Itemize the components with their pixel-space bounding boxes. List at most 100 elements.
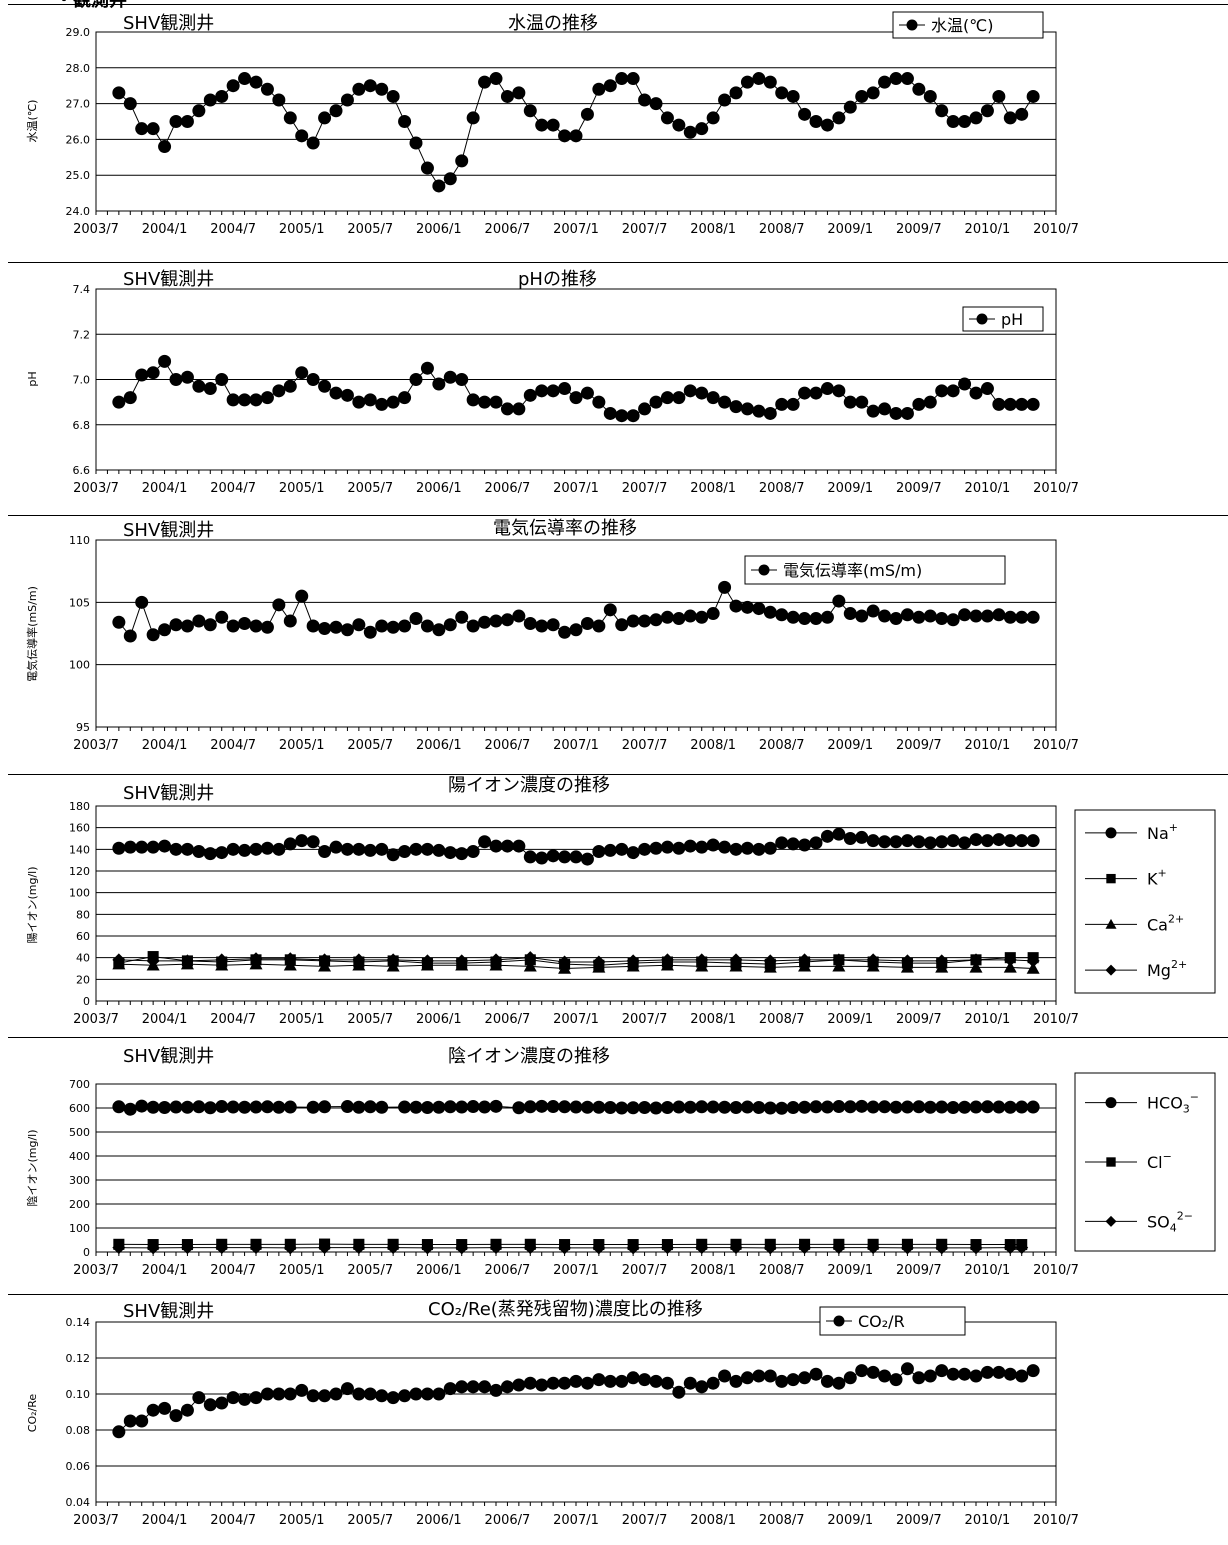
data-point <box>387 396 400 409</box>
data-point <box>455 1101 468 1114</box>
x-tick-label: 2008/7 <box>759 1513 805 1528</box>
data-point <box>901 407 914 420</box>
data-point <box>272 598 285 611</box>
data-point <box>592 396 605 409</box>
data-point <box>992 833 1005 846</box>
data-point <box>330 621 343 634</box>
data-point <box>1015 1101 1028 1114</box>
data-point <box>890 72 903 85</box>
data-point <box>547 849 560 862</box>
data-point <box>204 847 217 860</box>
data-point <box>261 391 274 404</box>
x-tick-label: 2009/7 <box>896 1012 942 1027</box>
data-point <box>547 1100 560 1113</box>
data-point <box>627 846 640 859</box>
data-point <box>844 832 857 845</box>
series-circle <box>112 1362 1039 1438</box>
data-point <box>581 1101 594 1114</box>
data-point <box>741 601 754 614</box>
data-point <box>901 1362 914 1375</box>
data-point <box>421 362 434 375</box>
data-point <box>787 1101 800 1114</box>
data-point <box>375 843 388 856</box>
data-point <box>798 1101 811 1114</box>
data-point <box>752 405 765 418</box>
x-tick-label: 2006/1 <box>416 1513 462 1528</box>
x-tick-label: 2006/1 <box>416 222 462 237</box>
data-point <box>421 1388 434 1401</box>
data-point <box>924 1370 937 1383</box>
data-point <box>410 843 423 856</box>
data-point <box>707 607 720 620</box>
data-point <box>421 1101 434 1114</box>
legend-marker <box>759 565 770 576</box>
data-point <box>570 129 583 142</box>
data-point <box>764 407 777 420</box>
data-point <box>570 1375 583 1388</box>
data-point <box>992 1366 1005 1379</box>
data-point <box>661 111 674 124</box>
data-point <box>467 1380 480 1393</box>
legend-marker <box>834 1316 845 1327</box>
data-point <box>684 610 697 623</box>
y-axis-label: CO₂/Re <box>26 1394 39 1433</box>
data-point <box>398 620 411 633</box>
data-point <box>112 86 125 99</box>
x-tick-label: 2003/7 <box>73 222 119 237</box>
x-tick-label: 2008/7 <box>759 222 805 237</box>
data-point <box>284 1101 297 1114</box>
y-tick-label: 0.04 <box>66 1496 91 1509</box>
data-point <box>627 1101 640 1114</box>
x-tick-label: 2010/7 <box>1033 481 1079 496</box>
data-point <box>695 122 708 135</box>
data-point <box>364 844 377 857</box>
x-tick-label: 2010/1 <box>965 1513 1011 1528</box>
x-tick-label: 2008/1 <box>690 1513 736 1528</box>
data-point <box>512 86 525 99</box>
legend-marker <box>1106 827 1117 838</box>
data-point <box>227 79 240 92</box>
data-point <box>364 1100 377 1113</box>
data-point <box>490 72 503 85</box>
data-point <box>890 1101 903 1114</box>
data-point <box>284 380 297 393</box>
data-point <box>341 1100 354 1113</box>
data-point <box>238 1101 251 1114</box>
data-point <box>958 1101 971 1114</box>
data-point <box>307 1389 320 1402</box>
data-point <box>924 396 937 409</box>
data-point <box>124 1103 137 1116</box>
data-point <box>890 407 903 420</box>
data-point <box>398 115 411 128</box>
data-point <box>844 396 857 409</box>
data-point <box>684 1101 697 1114</box>
x-tick-label: 2006/7 <box>485 481 531 496</box>
data-point <box>650 1375 663 1388</box>
x-tick-label: 2003/7 <box>73 1263 119 1278</box>
data-point <box>947 1368 960 1381</box>
y-tick-label: 160 <box>69 822 90 835</box>
data-point <box>387 848 400 861</box>
data-point <box>192 1100 205 1113</box>
x-tick-label: 2004/1 <box>142 1513 188 1528</box>
well-label: SHV観測井 <box>123 520 214 541</box>
data-point <box>661 1377 674 1390</box>
data-point <box>718 1370 731 1383</box>
data-point <box>238 1393 251 1406</box>
data-point <box>970 111 983 124</box>
data-point <box>170 1409 183 1422</box>
data-point <box>341 389 354 402</box>
data-point <box>284 1388 297 1401</box>
data-point <box>992 608 1005 621</box>
data-point <box>787 611 800 624</box>
data-point <box>330 104 343 117</box>
data-point <box>890 612 903 625</box>
data-point <box>844 607 857 620</box>
data-point <box>844 101 857 114</box>
data-point <box>444 618 457 631</box>
data-point <box>764 1370 777 1383</box>
x-tick-label: 2003/7 <box>73 481 119 496</box>
data-point <box>627 615 640 628</box>
data-point <box>478 616 491 629</box>
